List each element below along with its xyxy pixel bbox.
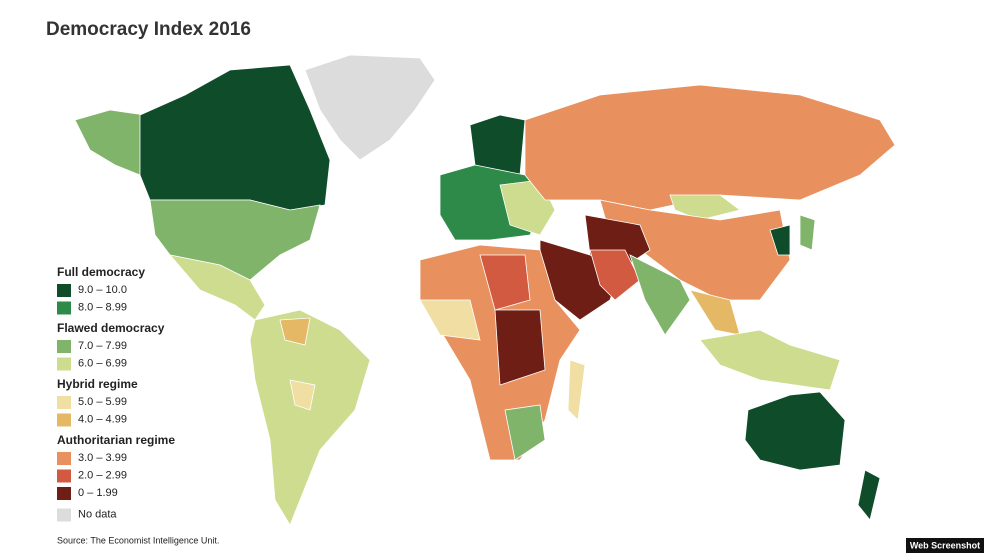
legend-label: 2.0 – 2.99	[78, 469, 127, 481]
legend-swatch	[57, 487, 71, 500]
legend-group-title: Hybrid regime	[57, 377, 138, 391]
legend-swatch	[57, 284, 71, 297]
legend-swatch	[57, 396, 71, 409]
legend-group-title: Authoritarian regime	[57, 433, 175, 447]
legend-swatch	[57, 469, 71, 483]
legend-label: 9.0 – 10.0	[78, 284, 127, 296]
world-map	[74, 54, 896, 526]
legend-swatch	[57, 508, 71, 522]
legend-swatch	[57, 452, 71, 465]
legend-label: 6.0 – 6.99	[78, 357, 127, 369]
legend-group-title: Flawed democracy	[57, 321, 165, 335]
legend-swatch	[57, 301, 71, 315]
watermark: Web Screenshot	[910, 540, 980, 550]
legend-label: No data	[78, 508, 117, 520]
legend-label: 7.0 – 7.99	[78, 340, 127, 352]
title: Democracy Index 2016	[46, 19, 251, 40]
legend-label: 5.0 – 5.99	[78, 396, 127, 408]
legend-swatch	[57, 340, 71, 353]
legend: Full democracy 9.0 – 10.0 8.0 – 8.99 Flawed…	[57, 265, 175, 522]
source: Source: The Economist Intelligence Unit.	[57, 535, 219, 545]
legend-label: 4.0 – 4.99	[78, 413, 127, 425]
legend-swatch	[57, 413, 71, 427]
legend-label: 3.0 – 3.99	[78, 452, 127, 464]
legend-label: 8.0 – 8.99	[78, 301, 127, 313]
watermark-box	[906, 538, 984, 553]
legend-swatch	[57, 357, 71, 371]
legend-label: 0 – 1.99	[78, 487, 118, 499]
legend-group-title: Full democracy	[57, 265, 145, 279]
